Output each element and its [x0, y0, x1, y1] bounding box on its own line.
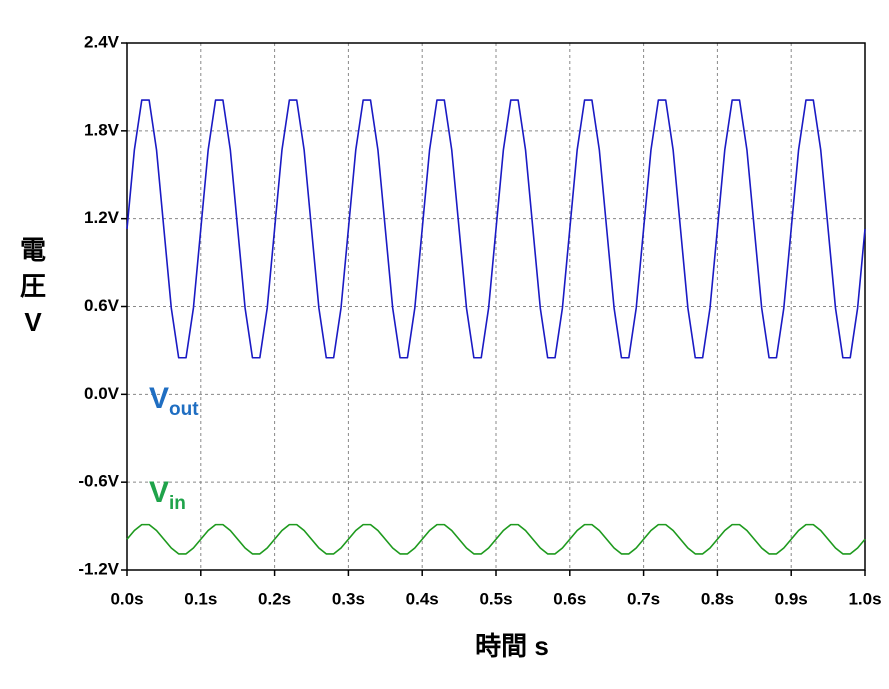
series-line [126, 99, 866, 359]
y-tick-label: 0.0V [84, 384, 120, 403]
series-label: Vout [149, 382, 199, 420]
series-label: Vin [149, 476, 186, 514]
y-tick-label: 1.8V [84, 120, 120, 139]
x-tick-label: 0.4s [406, 589, 439, 608]
x-tick-label: 1.0s [848, 589, 881, 608]
y-axis-label: 電圧 V [20, 235, 46, 337]
x-axis-label: 時間 s [475, 631, 549, 661]
x-tick-label: 0.0s [110, 589, 143, 608]
x-tick-label: 0.7s [627, 589, 660, 608]
x-tick-label: 0.1s [184, 589, 217, 608]
y-tick-label: 1.2V [84, 208, 120, 227]
plot-frame [126, 42, 866, 571]
y-tick-label: 2.4V [84, 32, 120, 51]
y-tick-label: -0.6V [78, 472, 119, 491]
x-tick-label: 0.9s [775, 589, 808, 608]
x-tick-label: 0.3s [332, 589, 365, 608]
x-tick-label: 0.8s [701, 589, 734, 608]
y-tick-label: 0.6V [84, 296, 120, 315]
y-tick-label: -1.2V [78, 559, 119, 578]
x-tick-label: 0.6s [553, 589, 586, 608]
x-tick-label: 0.5s [479, 589, 512, 608]
series-line [126, 523, 866, 555]
x-tick-label: 0.2s [258, 589, 291, 608]
